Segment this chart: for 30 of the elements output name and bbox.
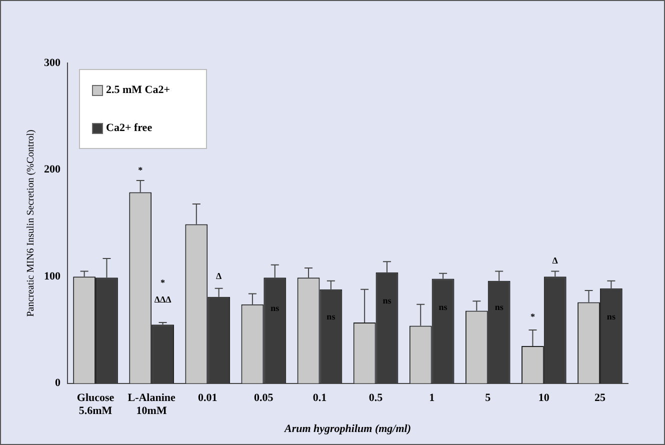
annotation: ns xyxy=(382,295,392,306)
x-tick-label: 0.1 xyxy=(312,392,327,404)
annotation: Δ xyxy=(216,270,222,281)
annotation: ΔΔΔ xyxy=(154,294,172,304)
y-tick-label: 200 xyxy=(44,164,61,176)
y-tick-label: 0 xyxy=(55,377,61,390)
legend-label: 2.5 mM Ca2+ xyxy=(106,84,170,96)
x-tick-label: 1 xyxy=(429,392,435,404)
y-tick-label: 300 xyxy=(44,56,61,69)
legend-label: Ca2+ free xyxy=(106,122,152,134)
x-tick-label: 0.05 xyxy=(254,392,274,404)
y-tick-label: 100 xyxy=(44,270,61,282)
annotation: ns xyxy=(270,302,280,313)
annotation: ns xyxy=(326,312,336,322)
annotation: * xyxy=(138,164,144,175)
x-tick-label: L-Alanine 10mM xyxy=(128,392,176,418)
x-tick-label: 10 xyxy=(538,392,550,404)
x-axis-title: Arum hygrophilum (mg/ml) xyxy=(283,423,412,436)
x-tick-label: 25 xyxy=(594,392,606,404)
y-axis-title: Pancreatic MIN6 Insulin Secretion (%Control) xyxy=(26,130,37,317)
x-tick-label: 5 xyxy=(485,392,492,404)
annotation: Δ xyxy=(552,256,558,266)
annotation: ns xyxy=(438,302,448,312)
annotation: * xyxy=(530,312,536,322)
x-tick-label: 0.01 xyxy=(198,392,218,404)
annotation: ns xyxy=(494,302,504,312)
x-tick-label: 0.5 xyxy=(368,392,384,404)
annotation: * xyxy=(160,277,166,288)
annotation: ns xyxy=(606,312,616,322)
x-tick-label: Glucose 5.6mM xyxy=(76,392,114,418)
